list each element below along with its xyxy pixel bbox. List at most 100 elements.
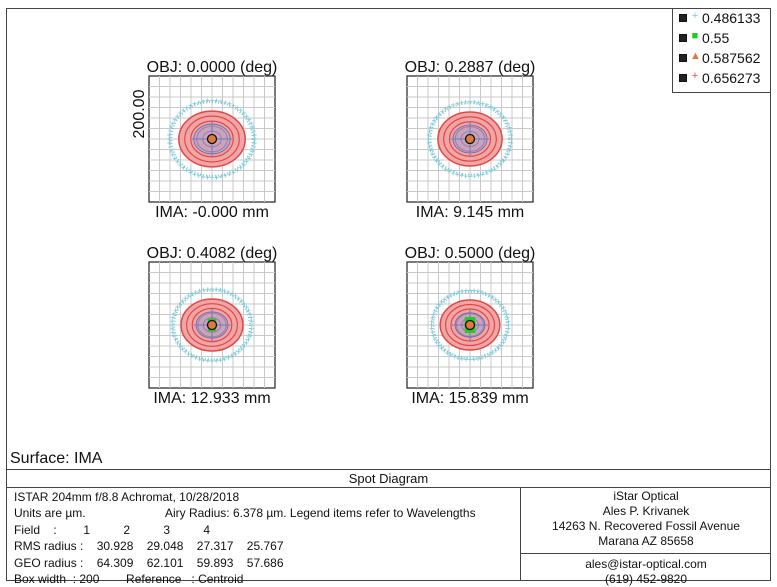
spot-point [484, 102, 489, 107]
info-line: ISTAR 204mm f/8.8 Achromat, 10/28/2018 [14, 490, 240, 504]
spot-point [188, 170, 193, 175]
spot-ring [170, 101, 254, 177]
spot-point [193, 355, 198, 360]
field-obj-label: OBJ: 0.2887 (deg) [405, 59, 536, 76]
spot-point [171, 311, 176, 316]
spot-point [183, 349, 188, 354]
spot-point [468, 174, 472, 179]
spot-point [429, 323, 434, 327]
spot-point [488, 104, 493, 109]
spot-point [480, 172, 485, 177]
spot-point [210, 358, 214, 363]
spot-point [501, 115, 506, 120]
legend-marker-icon: + [691, 10, 699, 22]
company-person: Ales P. Krivanek [602, 504, 690, 518]
spot-point [507, 125, 512, 130]
spot-point [226, 355, 231, 360]
spot-ring [432, 290, 508, 360]
spot-point [252, 132, 257, 137]
spot-point [249, 323, 254, 327]
legend-item[interactable]: + 0.656273 [673, 69, 770, 89]
spot-point [186, 293, 191, 298]
spot-point [443, 106, 448, 111]
field-obj-label: OBJ: 0.4082 (deg) [147, 245, 278, 262]
spot-point [178, 162, 183, 167]
plot-frame [6, 8, 771, 581]
legend: + 0.486133 ■ 0.55 ▲ 0.587562 + 0.656273 [672, 8, 771, 93]
spot-point [235, 105, 240, 110]
spot-point [490, 351, 495, 356]
legend-marker-icon: ▲ [690, 50, 701, 62]
spot-point [252, 145, 257, 150]
spot-point [484, 171, 489, 176]
spot-ring [173, 289, 251, 361]
info-line: Field : 1 2 3 4 [14, 522, 211, 537]
spot-point [428, 148, 433, 153]
legend-item[interactable]: ■ 0.55 [673, 29, 770, 49]
spot-point [476, 173, 481, 178]
spot-point [495, 164, 500, 169]
spot-point [250, 148, 255, 153]
spot-point [447, 169, 452, 174]
spot-point [247, 156, 252, 161]
spot-point [479, 290, 484, 295]
info-line: Box width : 200 Reference : Centroid [14, 572, 244, 587]
spot-point [175, 340, 180, 345]
spot-point [170, 121, 175, 126]
spot-point [459, 173, 464, 178]
spot-point [247, 117, 252, 122]
spot-point [249, 319, 254, 324]
spot-point [501, 158, 506, 163]
spot-point [250, 125, 255, 130]
spot-point [505, 330, 510, 335]
spot-centroid [464, 133, 476, 145]
field-ima-label: IMA: 15.839 mm [411, 390, 528, 407]
spot-point [205, 175, 210, 180]
legend-marker-icon: ■ [691, 30, 699, 42]
spot-point [167, 132, 172, 137]
checkbox-icon[interactable] [679, 74, 687, 82]
company-panel: iStar Optical Ales P. Krivanek 14263 N. … [520, 488, 771, 586]
field-ima-label: IMA: 12.933 mm [153, 390, 270, 407]
spot-point [445, 294, 450, 299]
spot-point [190, 291, 195, 296]
spot-point [235, 168, 240, 173]
spot-point [492, 106, 497, 111]
spot-point [451, 171, 456, 176]
info-line: RMS radius : 30.928 29.048 27.317 25.767 [14, 539, 284, 554]
spot-point [170, 152, 175, 157]
spot-point [431, 333, 436, 338]
spot-centroid [464, 319, 476, 331]
legend-item[interactable]: ▲ 0.587562 [673, 49, 770, 69]
spot-point [434, 305, 439, 310]
spot-point [504, 333, 509, 338]
spot-diagram-plot: OBJ: 0.0000 (deg) IMA: -0.000 mm OBJ: 0.28… [131, 59, 536, 407]
spot-point [175, 114, 180, 119]
spot-point [227, 172, 232, 177]
spot-box: OBJ: 0.2887 (deg) IMA: 9.145 mm [405, 59, 536, 221]
spot-point [427, 129, 432, 134]
spot-point [505, 315, 510, 320]
spot-point [233, 352, 238, 357]
field-obj-label: OBJ: 0.5000 (deg) [405, 245, 536, 262]
spot-point [218, 174, 223, 179]
legend-item[interactable]: + 0.486133 [673, 9, 770, 29]
spot-point [246, 308, 251, 313]
checkbox-icon[interactable] [679, 34, 687, 42]
spot-point [246, 337, 251, 342]
spot-point [249, 330, 254, 335]
spot-point [222, 288, 227, 293]
field-obj-label: OBJ: 0.0000 (deg) [147, 59, 278, 76]
spot-point [448, 353, 453, 358]
spot-point [169, 125, 174, 130]
checkbox-icon[interactable] [679, 54, 687, 62]
company-city: Marana AZ 85658 [598, 534, 694, 548]
spot-point [503, 155, 508, 160]
spot-point [252, 128, 257, 133]
spot-ellipse [443, 116, 497, 162]
spot-point [170, 330, 175, 335]
spot-point [432, 118, 437, 123]
checkbox-icon[interactable] [679, 14, 687, 22]
spot-point [442, 348, 447, 353]
spot-point [205, 98, 210, 103]
